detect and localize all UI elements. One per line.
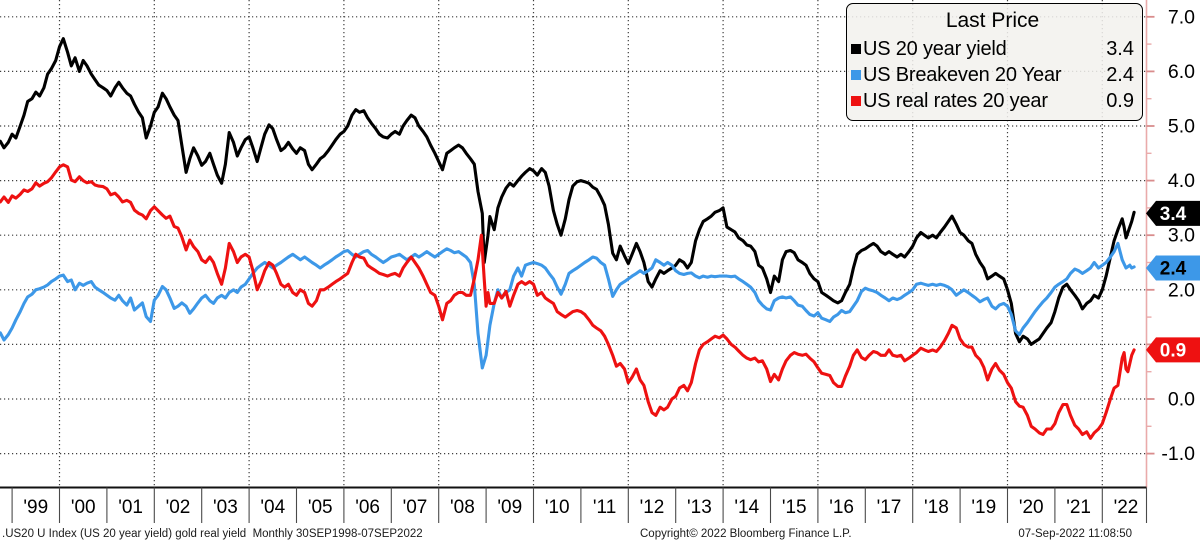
series-color-swatch xyxy=(851,70,861,80)
y-axis-labels: 7.0 6.0 5.0 4.0 3.0 2.0 0.0 -1.0 xyxy=(1161,6,1195,465)
legend-title: Last Price xyxy=(945,9,1040,32)
x-tick-label: '11 xyxy=(593,497,616,518)
footer: .US20 U Index (US 20 year yield) gold re… xyxy=(0,524,1200,544)
x-tick-label: '14 xyxy=(734,497,759,518)
x-tick-label: '18 xyxy=(924,497,949,518)
x-tick-label: '10 xyxy=(545,497,570,518)
y-tick-label: 7.0 xyxy=(1168,6,1195,28)
x-tick-label: '05 xyxy=(308,497,333,518)
price-tag-value: 0.9 xyxy=(1160,340,1186,361)
legend-last-price: 3.4 xyxy=(1106,38,1134,60)
y-tick-label: 0.0 xyxy=(1168,389,1195,411)
legend: Last Price US 20 year yield 3.4 US Breakev… xyxy=(846,3,1143,121)
x-tick-label: '17 xyxy=(877,497,902,518)
x-tick-label: '01 xyxy=(118,497,143,518)
x-axis-labels: '99 '00 '01 '02 '03 '04 '05 '06 '07 '08 '09 '10 '11 '… xyxy=(23,497,1138,518)
legend-item-0[interactable]: US 20 year yield 3.4 xyxy=(851,36,1134,62)
legend-series-label: US 20 year yield xyxy=(863,38,1007,60)
x-tick-label: '15 xyxy=(782,497,807,518)
price-tag-1 xyxy=(1146,255,1200,281)
x-tick-label: '16 xyxy=(829,497,854,518)
x-tick-label: '22 xyxy=(1114,497,1139,518)
y-tick-label: 6.0 xyxy=(1168,61,1195,83)
legend-item-2[interactable]: US real rates 20 year 0.9 xyxy=(851,88,1134,114)
price-tag-0 xyxy=(1146,200,1200,226)
price-tag-value: 3.4 xyxy=(1160,204,1187,225)
x-tick-label: '99 xyxy=(23,497,48,518)
y-tick-label: -1.0 xyxy=(1161,443,1195,465)
x-tick-label: '07 xyxy=(403,497,428,518)
y-tick-label: 5.0 xyxy=(1168,116,1195,138)
footer-ticker-info: .US20 U Index (US 20 year yield) gold re… xyxy=(2,528,423,540)
legend-rows: US 20 year yield 3.4 US Breakeven 20 Year 2… xyxy=(851,36,1134,114)
axes xyxy=(0,0,1155,523)
legend-series-label: US real rates 20 year xyxy=(863,90,1048,112)
price-tags: 3.4 2.4 0.9 xyxy=(1146,200,1200,363)
legend-last-price: 0.9 xyxy=(1106,90,1134,112)
series-lines xyxy=(0,37,1136,440)
price-tag-value: 2.4 xyxy=(1160,258,1187,279)
y-tick-label: 3.0 xyxy=(1168,225,1195,247)
x-tick-label: '08 xyxy=(450,497,475,518)
series-line-2 xyxy=(0,163,1136,440)
series-color-swatch xyxy=(851,96,861,106)
x-tick-label: '03 xyxy=(213,497,238,518)
series-line-1 xyxy=(0,241,1136,370)
footer-copyright: Copyright© 2022 Bloomberg Finance L.P. xyxy=(640,528,852,540)
x-tick-label: '09 xyxy=(497,497,522,518)
x-tick-label: '12 xyxy=(640,497,665,518)
x-tick-label: '00 xyxy=(71,497,96,518)
legend-series-label: US Breakeven 20 Year xyxy=(863,64,1062,86)
legend-last-price: 2.4 xyxy=(1106,64,1134,86)
footer-timestamp: 07-Sep-2022 11:08:50 xyxy=(1018,528,1132,540)
y-tick-label: 4.0 xyxy=(1168,170,1195,192)
legend-item-1[interactable]: US Breakeven 20 Year 2.4 xyxy=(851,62,1134,88)
y-tick-label: 2.0 xyxy=(1168,279,1195,301)
x-tick-label: '04 xyxy=(260,497,285,518)
x-tick-label: '13 xyxy=(687,497,712,518)
x-tick-label: '21 xyxy=(1066,497,1091,518)
x-tick-label: '06 xyxy=(355,497,380,518)
x-tick-label: '19 xyxy=(971,497,996,518)
series-color-swatch xyxy=(851,44,861,54)
x-tick-label: '20 xyxy=(1019,497,1044,518)
x-tick-label: '02 xyxy=(166,497,191,518)
series-line-0 xyxy=(0,37,1136,346)
price-tag-2 xyxy=(1146,337,1200,363)
